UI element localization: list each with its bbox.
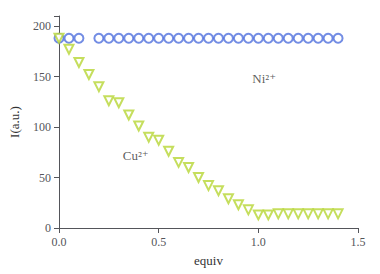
svg-text:Ni²⁺: Ni²⁺ xyxy=(252,71,276,86)
svg-text:100: 100 xyxy=(33,120,51,134)
svg-text:200: 200 xyxy=(33,19,51,33)
svg-text:Cu²⁺: Cu²⁺ xyxy=(123,148,149,163)
svg-text:0: 0 xyxy=(45,221,51,235)
svg-text:1.0: 1.0 xyxy=(251,235,266,249)
svg-text:equiv: equiv xyxy=(194,253,223,268)
svg-text:0.5: 0.5 xyxy=(151,235,166,249)
svg-text:1.5: 1.5 xyxy=(351,235,366,249)
svg-text:50: 50 xyxy=(39,171,51,185)
svg-text:0.0: 0.0 xyxy=(52,235,67,249)
svg-text:I(a.u.): I(a.u.) xyxy=(7,106,22,138)
svg-text:150: 150 xyxy=(33,70,51,84)
